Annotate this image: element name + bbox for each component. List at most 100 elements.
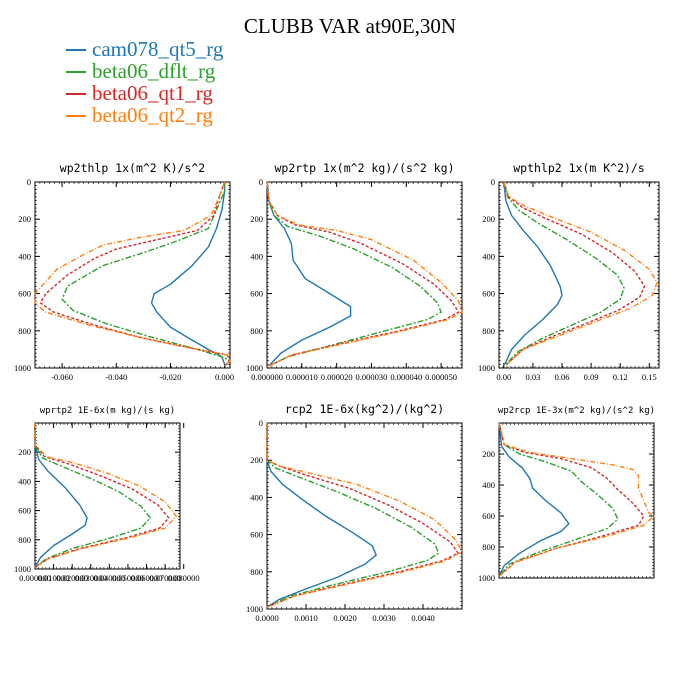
series-line [34, 181, 231, 367]
y-tick-label: 800 [482, 542, 495, 552]
chart-panel: wprtp2 1E-6x(m kg)/(s kg) 200 400 600 800 100… [14, 406, 200, 583]
chart-panel: wp2rtp 1x(m^2 kg)/(s^2 kg) 0 200 400 600 800 1… [246, 161, 463, 382]
series-line [39, 181, 231, 367]
series-line [266, 423, 463, 608]
series-line [503, 181, 563, 365]
x-tick-label: 0.000000 [19, 573, 51, 583]
series-line [498, 422, 645, 578]
y-tick-label: 0 [259, 418, 263, 428]
legend-item: beta06_qt2_rg [66, 104, 286, 126]
x-tick-label: 0.060000 [131, 573, 163, 583]
x-tick-label: -0.060 [51, 372, 73, 382]
x-tick-label: 0.0000 [255, 613, 278, 623]
y-tick-label: 400 [482, 480, 495, 490]
x-tick-label: 0.040000 [93, 573, 125, 583]
y-tick-label: 0 [259, 177, 263, 187]
legend: cam078_qt5_rg beta06_dflt_rg beta06_qt1_… [66, 38, 286, 126]
y-tick-label: 1000 [14, 363, 31, 373]
x-tick-label: 0.000020 [321, 372, 353, 382]
y-tick-label: 800 [482, 326, 495, 336]
panel-title: wp2rtp 1x(m^2 kg)/(s^2 kg) [274, 161, 454, 175]
y-tick-label: 200 [250, 455, 263, 465]
chart-panel: wpthlp2 1x(m K^2)/s 0 200 400 600 800 10000.00… [478, 161, 660, 382]
x-tick-label: 0.09 [584, 372, 599, 382]
y-tick-label: 400 [18, 251, 31, 261]
series-line [266, 181, 463, 367]
y-tick-label: 200 [18, 447, 31, 457]
x-tick-label: 0.0040 [411, 613, 434, 623]
x-tick-label: 0.0010 [294, 613, 317, 623]
chart-panel: wp2rcp 1E-3x(m^2 kg)/(s^2 kg) 200 400 600 80… [478, 406, 655, 583]
series-line [503, 181, 646, 365]
plot-frame [498, 181, 660, 369]
y-tick-label: 200 [482, 214, 495, 224]
x-tick-label: 0.06 [555, 372, 570, 382]
x-tick-label: 0.15 [642, 372, 657, 382]
x-tick-label: 0.0030 [372, 613, 395, 623]
series-line [503, 181, 625, 365]
legend-label: beta06_qt2_rg [92, 103, 213, 127]
x-tick-label: 0.020000 [56, 573, 88, 583]
x-tick-label: 0.12 [613, 372, 628, 382]
y-tick-label: 400 [18, 476, 31, 486]
legend-line-swatch [66, 49, 86, 51]
series-line [266, 423, 440, 608]
x-tick-label: 0.080000 [168, 573, 200, 583]
x-tick-label: 0.000040 [390, 372, 422, 382]
legend-label: beta06_qt1_rg [92, 81, 213, 105]
legend-item: cam078_qt5_rg [66, 38, 286, 60]
y-tick-label: 0 [491, 177, 495, 187]
x-tick-label: 0.0020 [333, 613, 356, 623]
legend-line-swatch [66, 93, 86, 95]
y-tick-label: 600 [18, 289, 31, 299]
series-line [498, 422, 570, 577]
y-tick-label: 400 [482, 251, 495, 261]
y-tick-label: 600 [482, 511, 495, 521]
x-tick-label: -0.040 [105, 372, 127, 382]
y-tick-label: 600 [250, 530, 263, 540]
x-tick-label: 0.000030 [356, 372, 388, 382]
panel-title: rcp2 1E-6x(kg^2)/(kg^2) [285, 402, 444, 416]
chart-panel: wp2thlp 1x(m^2 K)/s^2 0 200 400 600 800 1000 -0… [14, 161, 234, 382]
y-tick-label: 400 [250, 251, 263, 261]
x-tick-label: 0.000000 [251, 372, 283, 382]
series-line [498, 422, 655, 578]
series-line [266, 181, 442, 367]
chart-panel: rcp2 1E-6x(kg^2)/(kg^2) 0 200 400 600 800 1000… [246, 402, 463, 623]
x-tick-label: 0.000050 [425, 372, 457, 382]
panel-title: wp2rcp 1E-3x(m^2 kg)/(s^2 kg) [498, 406, 655, 416]
series-line [266, 423, 459, 608]
y-tick-label: 800 [18, 326, 31, 336]
y-tick-label: 1000 [478, 363, 495, 373]
y-tick-label: 800 [250, 567, 263, 577]
legend-item: beta06_dflt_rg [66, 60, 286, 82]
x-tick-label: 0.050000 [112, 573, 144, 583]
y-tick-label: 200 [250, 214, 263, 224]
legend-label: cam078_qt5_rg [92, 37, 224, 61]
series-line [503, 181, 658, 365]
y-tick-label: 1000 [478, 573, 495, 583]
legend-label: beta06_dflt_rg [92, 59, 216, 83]
y-tick-label: 1000 [14, 564, 31, 574]
y-tick-label: 600 [18, 506, 31, 516]
x-tick-label: 0.030000 [75, 573, 107, 583]
figure-title: CLUBB VAR at90E,30N [243, 14, 457, 38]
series-line [34, 423, 170, 569]
series-line [34, 423, 177, 569]
legend-line-swatch [66, 115, 86, 117]
series-line [150, 182, 226, 365]
y-tick-label: 400 [250, 492, 263, 502]
plot-frame [34, 422, 181, 570]
x-tick-label: 0.00 [496, 372, 511, 382]
y-tick-label: 800 [18, 535, 31, 545]
y-tick-label: 200 [18, 214, 31, 224]
x-tick-label: 0.000 [215, 372, 234, 382]
panel-title: wpthlp2 1x(m K^2)/s [513, 161, 645, 175]
plot-frame [34, 181, 231, 369]
legend-item: beta06_qt1_rg [66, 82, 286, 104]
legend-line-swatch [66, 71, 86, 73]
x-tick-label: 0.070000 [149, 573, 181, 583]
y-tick-label: 200 [482, 449, 495, 459]
y-tick-label: 1000 [246, 363, 263, 373]
